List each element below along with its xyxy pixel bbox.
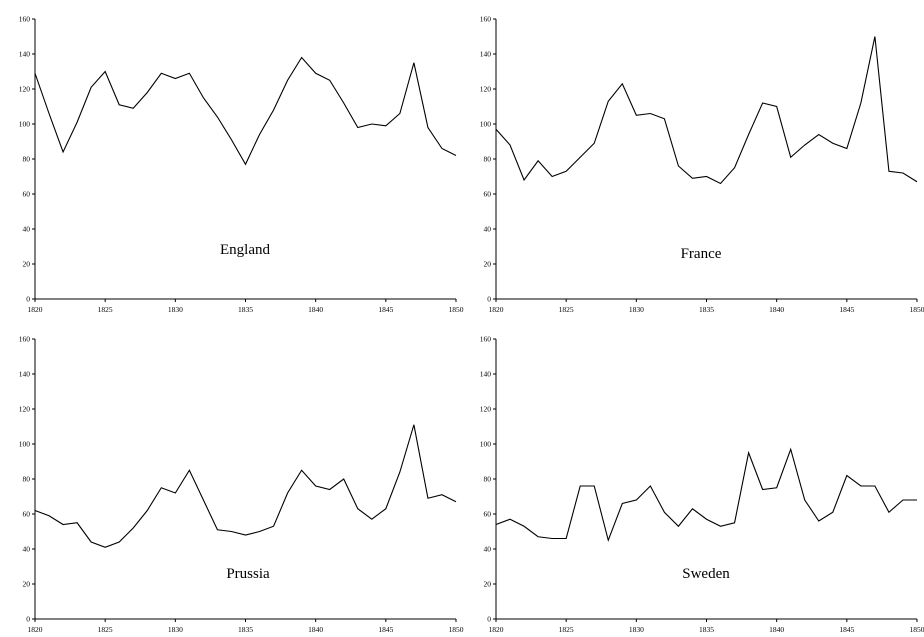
x-tick-label: 1830	[629, 305, 644, 314]
x-tick-label: 1835	[699, 305, 714, 314]
x-tick-label: 1820	[489, 305, 504, 314]
y-tick-label: 160	[19, 15, 31, 24]
y-tick-label: 80	[484, 155, 492, 164]
y-tick-label: 0	[487, 615, 491, 624]
y-tick-label: 20	[23, 260, 31, 269]
chart-panel-england: 0 20 40 60 80 100 120 140 160 1820 1825 1830 1835 184…	[19, 15, 464, 315]
x-tick-label: 1825	[98, 305, 113, 314]
x-tick-label: 1830	[168, 625, 183, 634]
x-tick-label: 1825	[98, 625, 113, 634]
x-tick-label: 1845	[378, 305, 393, 314]
series-line-prussia	[34, 424, 457, 548]
x-tick-label: 1840	[769, 305, 784, 314]
x-tick-label: 1820	[28, 625, 43, 634]
y-tick-label: 140	[19, 370, 31, 379]
y-tick-label: 40	[484, 545, 492, 554]
y-tick-label: 60	[23, 510, 31, 519]
y-tick-label: 160	[480, 15, 492, 24]
y-tick-label: 160	[19, 335, 31, 344]
x-tick-label: 1820	[489, 625, 504, 634]
x-tick-label: 1845	[378, 625, 393, 634]
chart-panel-sweden: 0 20 40 60 80 100 120 140 160 1820 1825 1830 1835 184…	[480, 335, 924, 635]
x-tick-label: 1840	[308, 625, 323, 634]
y-tick-label: 160	[480, 335, 492, 344]
y-tick-label: 0	[26, 295, 30, 304]
chart-panel-prussia: 0 20 40 60 80 100 120 140 160 1820 1825 1830 1835 184…	[19, 335, 464, 635]
y-tick-label: 100	[19, 120, 31, 129]
series-line-england	[34, 56, 457, 166]
y-tick-label: 20	[23, 580, 31, 589]
x-tick-label: 1850	[449, 625, 464, 634]
y-tick-label: 60	[23, 190, 31, 199]
x-tick-label: 1830	[168, 305, 183, 314]
y-tick-label: 20	[484, 260, 492, 269]
y-tick-label: 100	[480, 440, 492, 449]
x-tick-label: 1835	[699, 625, 714, 634]
x-tick-label: 1830	[629, 625, 644, 634]
x-tick-label: 1820	[28, 305, 43, 314]
y-tick-label: 120	[19, 405, 31, 414]
x-tick-label: 1850	[449, 305, 464, 314]
y-tick-label: 80	[23, 155, 31, 164]
panel-label: Prussia	[226, 566, 270, 582]
x-tick-label: 1835	[238, 305, 253, 314]
x-tick-label: 1825	[559, 625, 574, 634]
x-tick-label: 1840	[769, 625, 784, 634]
y-tick-label: 0	[26, 615, 30, 624]
y-tick-label: 80	[484, 475, 492, 484]
x-tick-label: 1850	[910, 305, 924, 314]
y-tick-label: 100	[480, 120, 492, 129]
y-tick-label: 140	[480, 370, 492, 379]
series-line-france	[495, 36, 918, 185]
y-tick-label: 100	[19, 440, 31, 449]
panel-label: Sweden	[682, 566, 730, 582]
y-tick-label: 60	[484, 190, 492, 199]
y-tick-label: 40	[23, 225, 31, 234]
panel-label: France	[681, 246, 722, 262]
y-tick-label: 140	[19, 50, 31, 59]
x-tick-label: 1850	[910, 625, 924, 634]
x-tick-label: 1840	[308, 305, 323, 314]
y-tick-label: 0	[487, 295, 491, 304]
chart-panel-france: 0 20 40 60 80 100 120 140 160 1820 1825 1830 1835 184…	[480, 15, 924, 315]
x-tick-label: 1845	[839, 625, 854, 634]
panel-label: England	[220, 242, 270, 258]
y-tick-label: 120	[480, 405, 492, 414]
x-tick-label: 1825	[559, 305, 574, 314]
y-tick-label: 120	[19, 85, 31, 94]
y-tick-label: 20	[484, 580, 492, 589]
y-tick-label: 40	[484, 225, 492, 234]
y-tick-label: 60	[484, 510, 492, 519]
y-tick-label: 140	[480, 50, 492, 59]
y-tick-label: 80	[23, 475, 31, 484]
x-tick-label: 1835	[238, 625, 253, 634]
y-tick-label: 40	[23, 545, 31, 554]
x-tick-label: 1845	[839, 305, 854, 314]
y-tick-label: 120	[480, 85, 492, 94]
series-line-sweden	[495, 447, 917, 543]
